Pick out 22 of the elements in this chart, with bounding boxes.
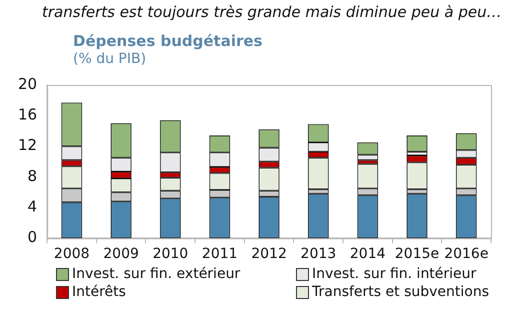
y-tick-label: 8 — [28, 166, 38, 185]
x-tick-label: 2013 — [300, 246, 336, 262]
y-tick-label: 4 — [28, 197, 38, 216]
y-tick-label: 0 — [28, 228, 38, 246]
y-tick-label: 16 — [18, 106, 38, 124]
chart-subtitle: (% du PIB) — [73, 51, 148, 67]
legend-label: Transferts et subventions — [312, 284, 490, 300]
legend-label: Invest. sur fin. extérieur — [72, 266, 240, 282]
x-tick-label: 2016e — [444, 246, 488, 262]
x-tick-label: 2009 — [103, 246, 139, 262]
legend-label: Invest. sur fin. intérieur — [312, 266, 476, 282]
chart-title: Dépenses budgétaires — [73, 32, 264, 50]
y-tick-label: 20 — [18, 74, 38, 93]
x-tick-label: 2014 — [350, 246, 386, 262]
y-tick-label: 12 — [18, 136, 38, 154]
text: transferts est toujours très grande mais diminue peu à peu… — [42, 2, 503, 22]
x-tick-label: 2015e — [394, 246, 440, 262]
x-tick-label: 2008 — [54, 246, 90, 262]
legend-label: Intérêts — [72, 284, 126, 300]
x-tick-label: 2010 — [152, 246, 188, 262]
x-tick-label: 2011 — [202, 246, 238, 262]
x-tick-label: 2012 — [251, 246, 287, 262]
